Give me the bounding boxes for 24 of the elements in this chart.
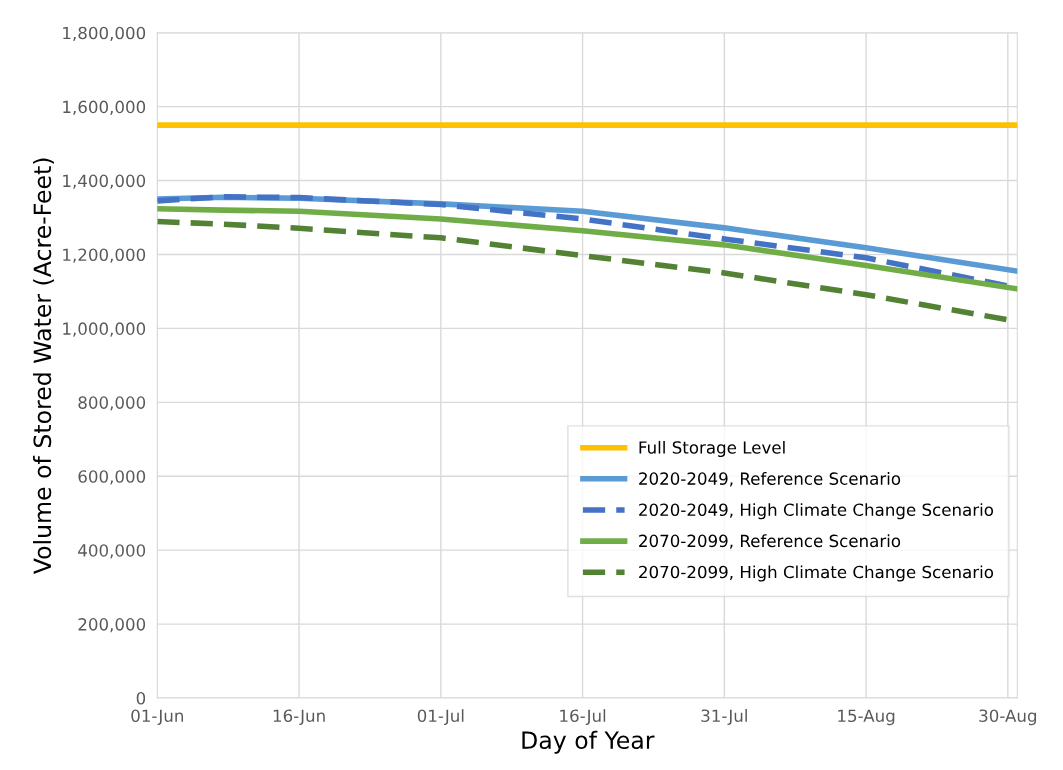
y-tick-label: 1,600,000 [63,100,146,115]
y-tick-label: 800,000 [78,396,146,411]
x-axis-title: Day of Year [522,730,655,754]
y-tick-label: 600,000 [78,470,146,485]
legend-label: Full Storage Level [639,440,785,458]
legend-label: 2020-2049, High Climate Change Scenario [639,503,994,520]
legend-label: 2070-2099, High Climate Change Scenario [639,565,994,582]
x-tick-label: 01-Jun [131,709,184,726]
x-tick-label: 16-Jun [273,709,325,726]
y-tick-label: 0 [136,691,146,705]
y-tick-label: 400,000 [78,544,146,559]
x-tick-label: 30-Aug [979,709,1037,726]
y-tick-label: 1,400,000 [63,174,146,189]
y-tick-label: 200,000 [78,618,146,633]
y-tick-label: 1,000,000 [63,322,146,337]
legend-label: 2020-2049, Reference Scenario [639,472,901,487]
y-axis-title: Volume of Stored Water (Acre-Feet) [32,158,55,575]
y-tick-label: 1,800,000 [63,26,146,41]
legend-label: 2070-2099, Reference Scenario [639,534,901,549]
x-tick-label: 16-Jul [560,709,606,726]
y-tick-label: 1,200,000 [63,248,146,263]
x-tick-label: 31-Jul [701,709,747,726]
x-tick-label: 15-Aug [838,709,895,726]
x-tick-label: 01-Jul [417,709,464,726]
